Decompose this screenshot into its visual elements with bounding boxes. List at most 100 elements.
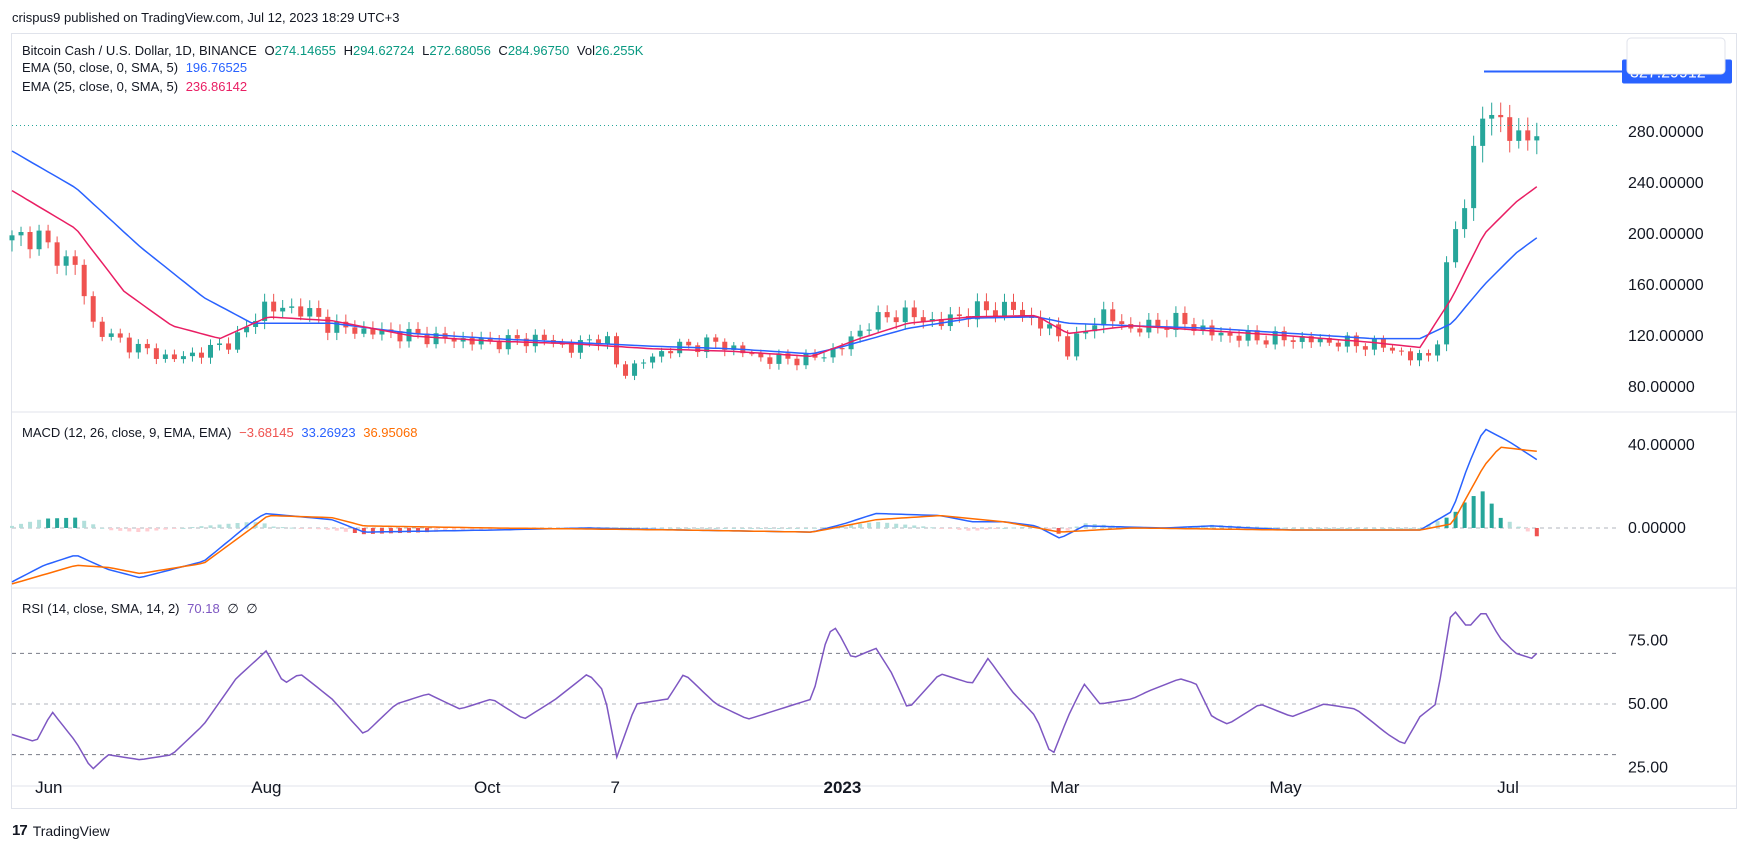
macd-histogram-bar	[298, 527, 303, 529]
macd-histogram-bar	[1417, 527, 1422, 529]
macd-histogram-bar	[1471, 496, 1476, 528]
candle-body	[1001, 301, 1007, 317]
candle-body	[451, 337, 457, 342]
candle-body	[911, 307, 917, 318]
candle-body	[226, 343, 232, 350]
candle-body	[875, 312, 881, 330]
candle-body	[586, 339, 592, 341]
macd-histogram-bar	[1453, 511, 1458, 528]
macd-histogram-bar	[632, 527, 637, 529]
candle-body	[1047, 324, 1053, 329]
candle-body	[623, 364, 629, 376]
candle-body	[171, 354, 177, 360]
candle-body	[27, 232, 33, 250]
candle-body	[893, 317, 899, 323]
macd-histogram-bar	[1327, 527, 1332, 529]
candle-body	[632, 363, 638, 376]
macd-histogram-bar	[109, 527, 114, 531]
macd-histogram-bar	[343, 527, 348, 532]
macd-histogram-bar	[1381, 527, 1386, 529]
macd-histogram-bar	[704, 527, 709, 529]
macd-histogram-bar	[307, 527, 312, 529]
macd-histogram-bar	[1318, 527, 1323, 529]
macd-histogram-bar	[731, 527, 736, 529]
macd-histogram-bar	[740, 527, 745, 529]
candle-body	[1462, 208, 1468, 230]
macd-histogram-bar	[443, 527, 448, 532]
candle-body	[81, 264, 87, 297]
macd-histogram-bar	[262, 523, 267, 528]
candle-body	[668, 351, 674, 354]
macd-histogram-bar	[280, 527, 285, 529]
macd-histogram-bar	[145, 527, 150, 532]
macd-histogram-bar	[1002, 527, 1007, 529]
candle-body	[370, 328, 376, 335]
macd-histogram-bar	[659, 527, 664, 529]
macd-histogram-bar	[352, 527, 357, 534]
candle-body	[704, 337, 710, 353]
x-tick-label: 2023	[823, 778, 861, 797]
candle-body	[487, 337, 493, 341]
candle-body	[307, 308, 313, 317]
macd-histogram-bar	[388, 527, 393, 534]
macd-histogram-bar	[939, 527, 944, 529]
macd-histogram-bar	[1336, 527, 1341, 529]
candle-body	[595, 339, 601, 344]
macd-histogram-bar	[1363, 527, 1368, 529]
macd-histogram-bar	[885, 522, 890, 528]
macd-histogram-bar	[1264, 526, 1269, 528]
candle-body	[749, 353, 755, 355]
candle-body	[830, 348, 836, 358]
y-tick-label: 120.00000	[1628, 328, 1704, 345]
candle-body	[1137, 328, 1143, 333]
macd-histogram-bar	[136, 527, 141, 533]
macd-histogram-bar	[1291, 527, 1296, 529]
candle-body	[920, 317, 926, 322]
macd-histogram-bar	[867, 522, 872, 528]
macd-histogram-bar	[118, 527, 123, 531]
candle-body	[271, 301, 277, 312]
candle-body	[821, 357, 827, 359]
macd-histogram-bar	[244, 522, 249, 528]
candle-body	[514, 335, 520, 339]
candle-body	[758, 353, 764, 358]
macd-line-value: 33.26923	[301, 425, 356, 440]
candle-body	[722, 341, 728, 350]
candle-body	[992, 310, 998, 317]
macd-histogram-bar	[876, 521, 881, 528]
candle-body	[1326, 338, 1332, 343]
candle-body	[695, 345, 701, 353]
macd-histogram-bar	[921, 526, 926, 528]
open-value: 274.14655	[274, 43, 337, 58]
candle-body	[1272, 331, 1278, 345]
x-tick-label: Mar	[1050, 778, 1080, 797]
ema25-line	[11, 186, 1538, 358]
y-tick-label: 160.00000	[1628, 277, 1704, 294]
candle-body	[117, 333, 123, 338]
candle-body	[1471, 145, 1477, 209]
macd-histogram-bar	[1011, 527, 1016, 529]
macd-histogram-bar	[858, 523, 863, 528]
y-tick-label: 40.00000	[1628, 437, 1695, 454]
ema50-label: EMA (50, close, 0, SMA, 5)	[22, 60, 179, 75]
candle-body	[839, 348, 845, 350]
candle-body	[1227, 332, 1233, 336]
macd-histogram-bar	[271, 526, 276, 528]
macd-histogram-bar	[208, 525, 213, 528]
candle-body	[1525, 130, 1531, 141]
ema50-line	[11, 150, 1538, 355]
candle-body	[559, 343, 565, 345]
candle-body	[162, 354, 168, 359]
candle-body	[1056, 324, 1062, 337]
macd-histogram-bar	[37, 519, 42, 528]
macd-hist-value: −3.68145	[239, 425, 294, 440]
macd-histogram-bar	[1074, 526, 1079, 528]
ema50-value: 196.76525	[185, 60, 248, 75]
macd-histogram-bar	[903, 524, 908, 528]
macd-histogram-bar	[641, 527, 646, 529]
candle-body	[1020, 309, 1026, 316]
rsi-na-1: ∅	[227, 601, 239, 616]
macd-histogram-bar	[776, 527, 781, 529]
macd-histogram-bar	[605, 527, 610, 529]
